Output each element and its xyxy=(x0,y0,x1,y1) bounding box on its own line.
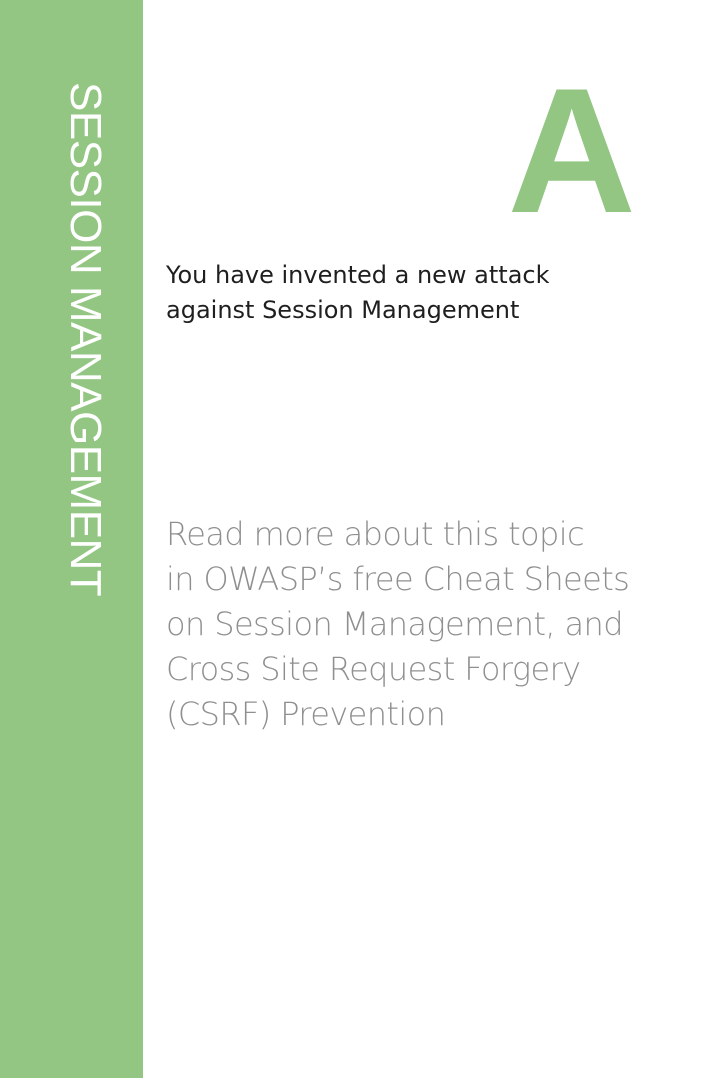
read-more-text: Read more about this topic in OWASP’s fr… xyxy=(166,512,686,737)
read-more-line: on Session Management, and xyxy=(166,605,624,643)
card-description: You have invented a new attack against S… xyxy=(166,258,646,328)
suit-sidebar: SESSION MANAGEMENT xyxy=(0,0,143,1078)
read-more-line: in OWASP’s free Cheat Sheets xyxy=(166,560,630,598)
description-line: You have invented a new attack xyxy=(166,261,550,289)
card-rank: A xyxy=(507,51,636,250)
description-line: against Session Management xyxy=(166,296,520,324)
read-more-line: Cross Site Request Forgery xyxy=(166,650,581,688)
suit-label: SESSION MANAGEMENT xyxy=(61,82,110,597)
read-more-line: Read more about this topic xyxy=(166,515,585,553)
read-more-line: (CSRF) Prevention xyxy=(166,695,446,733)
